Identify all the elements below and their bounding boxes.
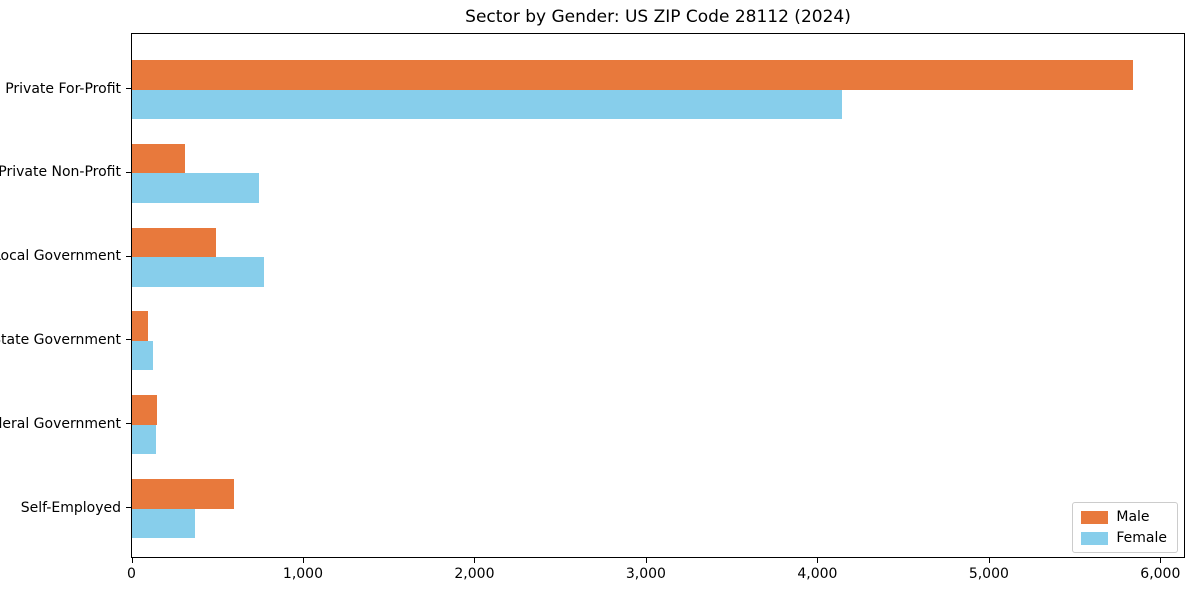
y-tick-private-for-profit [126, 88, 131, 89]
x-tick-label-1000: 1,000 [282, 566, 324, 582]
x-tick-5000 [988, 558, 990, 563]
x-tick-label-6000: 6,000 [1140, 566, 1181, 582]
bar-female-private-for-profit [132, 89, 842, 119]
y-axis-label-private-for-profit: Private For-Profit [5, 80, 121, 97]
y-axis-label-local-government: Local Government [0, 248, 121, 265]
y-axis-label-self-employed: Self-Employed [20, 499, 121, 516]
legend-label-female: Female [1116, 530, 1167, 546]
bar-female-federal-government [132, 424, 156, 455]
bar-female-self-employed [132, 508, 196, 538]
y-axis-label-state-government: State Government [0, 331, 121, 348]
y-tick-self-employed [126, 507, 131, 508]
y-axis-label-federal-government: Federal Government [0, 415, 121, 432]
y-tick-private-non-profit [126, 171, 131, 173]
bar-male-private-non-profit [132, 143, 186, 174]
legend-swatch-male [1081, 510, 1109, 524]
x-tick-2000 [474, 558, 476, 563]
legend-item-male: Male [1081, 509, 1167, 525]
legend-swatch-female [1081, 531, 1109, 545]
chart-title: Sector by Gender: US ZIP Code 28112 (202… [465, 7, 851, 27]
y-tick-federal-government [126, 423, 131, 425]
bar-female-state-government [132, 340, 154, 371]
bar-female-local-government [132, 257, 265, 287]
x-tick-0 [131, 558, 133, 563]
bar-female-private-non-profit [132, 173, 259, 203]
bar-male-state-government [132, 311, 149, 341]
legend-item-female: Female [1081, 530, 1167, 546]
bar-male-local-government [132, 227, 217, 258]
y-tick-local-government [126, 255, 131, 257]
x-tick-6000 [1160, 558, 1162, 563]
x-tick-3000 [645, 558, 647, 563]
x-tick-label-3000: 3,000 [625, 566, 666, 582]
x-tick-4000 [817, 558, 819, 563]
x-tick-1000 [302, 558, 304, 563]
x-tick-label-2000: 2,000 [454, 566, 495, 582]
bar-male-private-for-profit [132, 60, 1134, 90]
y-tick-state-government [126, 339, 131, 341]
legend: Male Female [1072, 502, 1178, 553]
bar-male-self-employed [132, 479, 235, 509]
plot-area [131, 33, 1185, 558]
bar-male-federal-government [132, 395, 157, 425]
x-tick-label-4000: 4,000 [797, 566, 838, 582]
x-tick-label-5000: 5,000 [968, 566, 1009, 582]
y-axis-label-private-non-profit: Private Non-Profit [0, 164, 121, 181]
x-tick-label-0: 0 [127, 566, 136, 582]
legend-label-male: Male [1116, 509, 1150, 525]
